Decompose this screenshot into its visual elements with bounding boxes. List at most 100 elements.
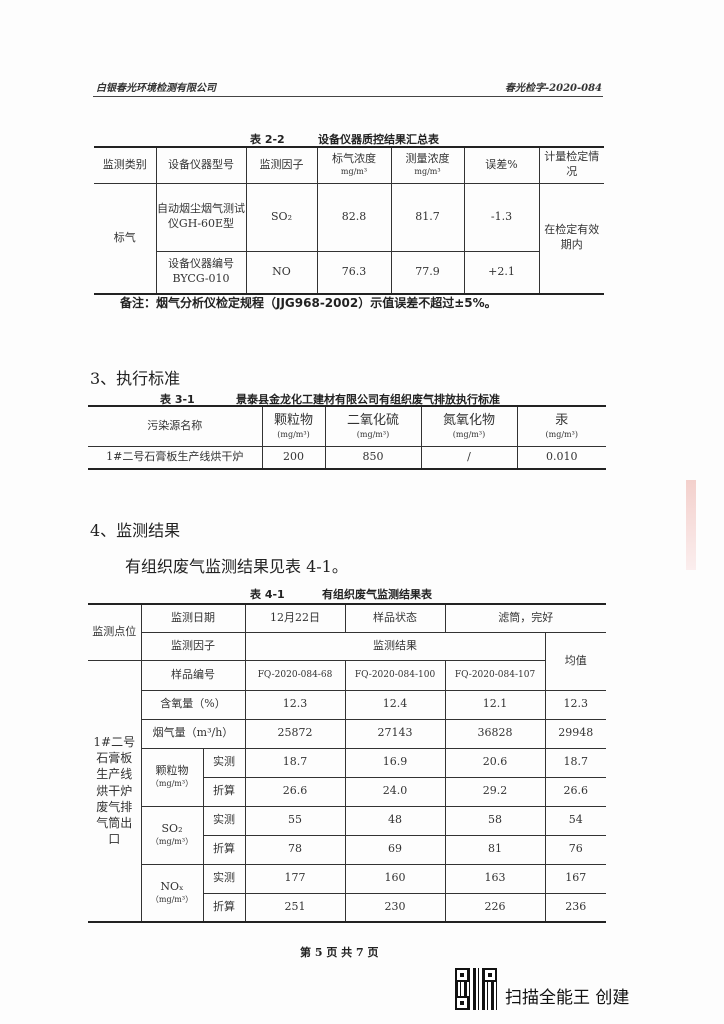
flow-label: 烟气量（m³/h）: [141, 718, 246, 749]
average: 54: [544, 805, 606, 836]
flow-value: 36828: [444, 718, 546, 749]
converted-label: 折算: [203, 892, 246, 923]
table-2-2-caption: 设备仪器质控结果汇总表: [318, 133, 439, 146]
so2-cell: 850: [324, 445, 422, 470]
std-cell: 76.3: [316, 250, 392, 295]
scanner-watermark: 扫描全能王 创建: [505, 988, 630, 1008]
header-error: 误差%: [463, 146, 540, 184]
value: 16.9: [344, 747, 446, 778]
value: 163: [444, 863, 546, 894]
average: 236: [544, 892, 606, 923]
point-label: 监测点位: [88, 603, 142, 661]
value: 48: [344, 805, 446, 836]
date-label: 监测日期: [140, 603, 246, 633]
value: 29.2: [444, 776, 546, 807]
header-nox: 氮氧化物: [442, 413, 495, 429]
unit: (mg/m³): [545, 429, 578, 439]
measured-label: 实测: [202, 863, 246, 894]
converted-label: 折算: [203, 776, 246, 807]
value: 55: [244, 805, 346, 836]
value: 20.6: [444, 747, 546, 778]
header-measured-label: 测量浓度: [405, 152, 450, 166]
instrument-cell: 自动烟尘烟气测试仪GH-60E型: [155, 182, 247, 252]
header-particulate: 颗粒物: [273, 413, 313, 429]
measured-label: 实测: [202, 747, 246, 778]
section-4-heading: 4、监测结果: [90, 521, 181, 540]
value: 251: [244, 892, 346, 923]
sample-id: FQ-2020-084-107: [444, 659, 545, 691]
average-label: 均值: [544, 631, 606, 691]
header-category: 监测类别: [94, 146, 157, 184]
table-2-2-number: 表 2-2: [250, 133, 285, 146]
paragraph: 有组织废气监测结果见表 4-1。: [125, 557, 348, 576]
state-label: 样品状态: [344, 603, 446, 633]
pollutant-name: 颗粒物: [155, 764, 189, 778]
company-name: 白银春光环境检测有限公司: [96, 83, 216, 94]
value: 81: [444, 834, 546, 865]
header-calibration: 计量检定情况: [538, 146, 604, 184]
unit: (mg/m³): [452, 429, 486, 439]
converted-label: 折算: [203, 834, 246, 865]
header-std-conc: 标气浓度 mg/m³: [316, 146, 392, 184]
page-footer: 第 5 页 共 7 页: [300, 946, 379, 959]
value: 69: [344, 834, 446, 865]
particulate-cell: 200: [261, 445, 326, 470]
error-cell: -1.3: [463, 182, 540, 252]
value: 26.6: [244, 776, 346, 807]
table-4-1-caption: 有组织废气监测结果表: [322, 588, 432, 601]
flow-value: 27143: [344, 718, 446, 749]
header-factor: 监测因子: [245, 146, 318, 184]
oxygen-label: 含氧量（%）: [141, 689, 246, 720]
header-measured-conc: 测量浓度 mg/m³: [390, 146, 465, 184]
instrument-cell: 设备仪器编号BYCG-010: [156, 250, 247, 295]
table-3-1-number: 表 3-1: [160, 393, 195, 406]
measured-label: 实测: [202, 805, 246, 836]
flow-average: 29948: [544, 718, 606, 749]
table-3-1-caption: 景泰县金龙化工建材有限公司有组织废气排放执行标准: [236, 393, 500, 406]
qr-code-icon: [455, 968, 497, 1010]
unit: (mg/m³): [277, 429, 310, 439]
date-value: 12月22日: [244, 603, 346, 633]
oxygen-average: 12.3: [544, 689, 606, 720]
value: 58: [444, 805, 546, 836]
table-2-2-note: 备注：烟气分析仪检定规程（JJG968-2002）示值误差不超过±5%。: [120, 296, 497, 310]
sample-label: 样品编号: [140, 659, 246, 691]
oxygen-value: 12.3: [244, 689, 346, 720]
average: 18.7: [544, 747, 606, 778]
table-4-1: 监测点位 监测日期 12月22日 样品状态 滤筒，完好 监测因子 监测结果 均值…: [88, 603, 606, 923]
value: 226: [444, 892, 546, 923]
header-divider: [93, 96, 603, 97]
value: 230: [344, 892, 446, 923]
header-source: 污染源名称: [88, 405, 263, 447]
average: 167: [544, 863, 606, 894]
pollutant-unit: （mg/m³）: [150, 894, 194, 904]
monitoring-point: 1#二号石膏板生产线烘干炉废气排气筒出口: [88, 659, 142, 923]
sample-id: FQ-2020-084-68: [244, 659, 346, 691]
mercury-cell: 0.010: [516, 445, 606, 470]
unit: mg/m³: [414, 167, 441, 177]
factor-label: 监测因子: [141, 631, 246, 661]
value: 24.0: [344, 776, 446, 807]
flow-value: 25872: [244, 718, 346, 749]
nox-cell: /: [420, 445, 518, 470]
pollutant-name: SO₂: [161, 822, 183, 836]
pollutant-name: NOₓ: [160, 879, 184, 893]
table-4-1-number: 表 4-1: [250, 588, 285, 601]
oxygen-value: 12.4: [344, 689, 446, 720]
average: 26.6: [544, 776, 606, 807]
value: 177: [244, 863, 346, 894]
value: 160: [344, 863, 446, 894]
unit: (mg/m³): [356, 429, 390, 439]
table-3-1: 污染源名称 颗粒物 (mg/m³) 二氧化硫 (mg/m³) 氮氧化物 (mg/m³)…: [88, 405, 606, 470]
oxygen-value: 12.1: [444, 689, 546, 720]
value: 78: [244, 834, 346, 865]
header-instrument: 设备仪器型号: [155, 146, 247, 184]
average: 76: [544, 834, 606, 865]
std-cell: 82.8: [316, 182, 392, 252]
header-std-label: 标气浓度: [332, 152, 376, 166]
header-so2: 二氧化硫: [346, 413, 399, 429]
measured-cell: 81.7: [390, 182, 465, 252]
error-cell: +2.1: [463, 250, 539, 295]
header-mercury: 汞: [555, 413, 569, 429]
result-label: 监测结果: [244, 631, 546, 661]
